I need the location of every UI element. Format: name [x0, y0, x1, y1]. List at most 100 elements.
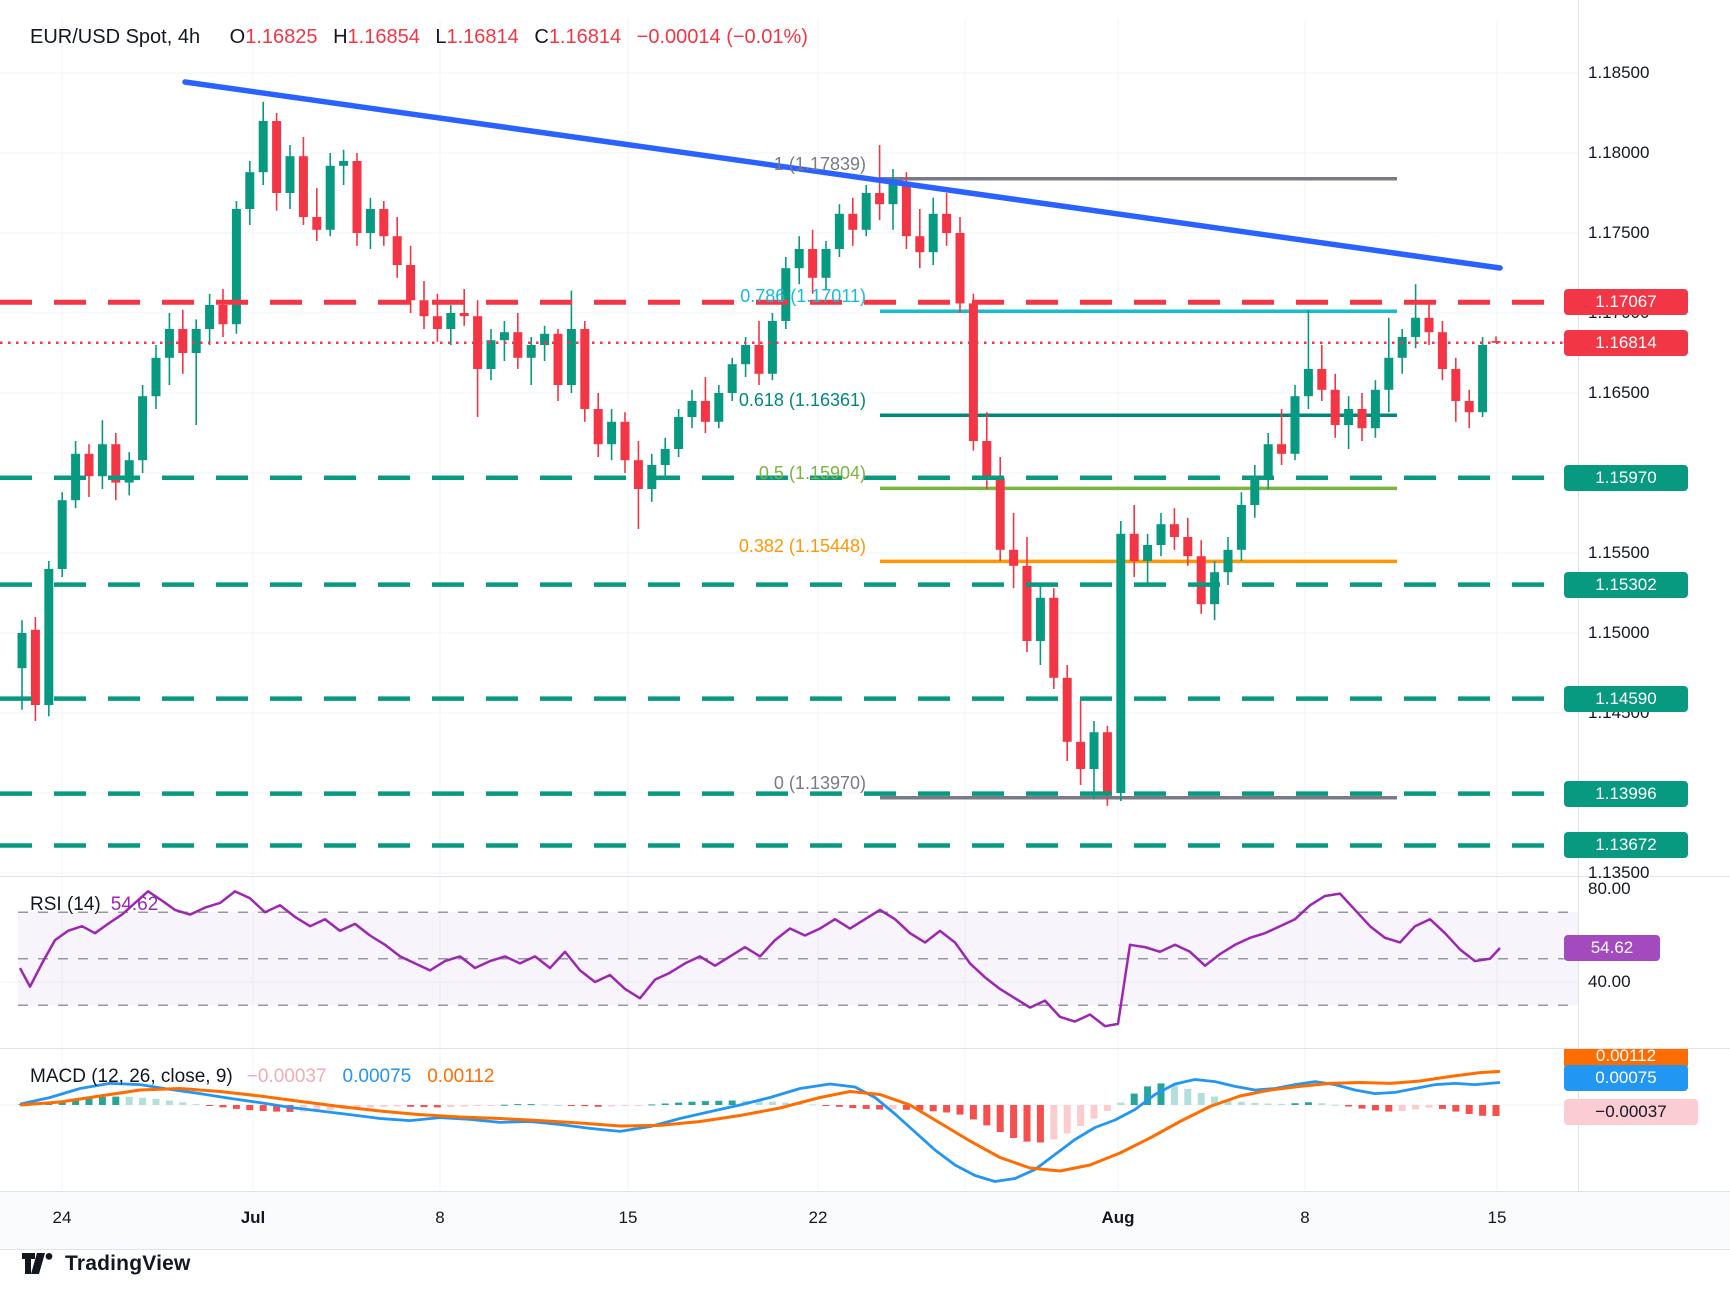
macd-histogram-bar [701, 1101, 709, 1105]
candle-body [1424, 317, 1434, 333]
macd-badge: 0.00075 [1564, 1065, 1688, 1091]
candle-body [861, 193, 871, 230]
macd-histogram-bar [407, 1105, 415, 1107]
candle-body [1156, 524, 1166, 545]
time-axis-label[interactable]: 15 [618, 1208, 638, 1227]
macd-histogram-bar [72, 1099, 80, 1105]
change-value: −0.00014 (−0.01%) [636, 26, 808, 48]
candle-body [446, 313, 456, 329]
macd-histogram-bar [165, 1100, 173, 1105]
macd-histogram-bar [1398, 1105, 1406, 1111]
candle-body [1089, 732, 1099, 769]
price-badge: 1.16814 [1564, 329, 1688, 356]
macd-hist-value: −0.00037 [246, 1066, 327, 1087]
candle-body [111, 444, 121, 483]
rsi-indicator-label[interactable]: RSI (14) 54.62 [30, 894, 159, 915]
macd-histogram-bar [179, 1102, 187, 1105]
candle-body [620, 421, 630, 461]
macd-histogram-bar [273, 1105, 281, 1112]
candle-body [1411, 317, 1421, 337]
macd-histogram-bar [1304, 1102, 1312, 1105]
candle-body [499, 332, 509, 341]
price-axis-label: 1.18500 [1588, 63, 1650, 82]
macd-histogram-bar [112, 1096, 120, 1105]
macd-histogram-bar [541, 1104, 549, 1106]
candle-body [272, 121, 282, 193]
candle-body [1009, 549, 1019, 566]
candle-body [633, 460, 643, 489]
candle-body [178, 329, 188, 353]
macd-line-value: 0.00075 [342, 1066, 412, 1087]
macd-histogram-bar [1063, 1105, 1071, 1134]
macd-histogram-bar [1318, 1103, 1326, 1105]
macd-histogram-bar [85, 1097, 93, 1105]
macd-histogram-bar [648, 1104, 656, 1106]
time-axis-label[interactable]: 8 [1300, 1208, 1310, 1227]
candle-body [57, 500, 67, 569]
candle-body [285, 156, 295, 193]
time-scale[interactable] [0, 1191, 1730, 1250]
open-value: 1.16825 [245, 26, 318, 48]
time-axis-label[interactable]: 24 [52, 1208, 72, 1227]
candle-body [1451, 369, 1461, 401]
macd-histogram-bar [969, 1105, 977, 1120]
pane-separator-main-rsi[interactable] [0, 876, 1730, 877]
candle-body [674, 417, 684, 449]
candle-body [97, 444, 107, 477]
tradingview-logo[interactable]: TradingView [22, 1252, 191, 1276]
symbol-ohlc-header[interactable]: EUR/USD Spot, 4h O1.16825 H1.16854 L1.16… [30, 26, 808, 49]
rsi-badge: 54.62 [1564, 935, 1660, 961]
pane-separator-rsi-macd[interactable] [0, 1048, 1730, 1049]
time-axis-label[interactable]: Aug [1101, 1208, 1135, 1227]
time-axis-label[interactable]: 8 [435, 1208, 445, 1227]
macd-histogram-bar [474, 1105, 482, 1106]
candle-body [982, 441, 992, 478]
symbol-title[interactable]: EUR/USD Spot, 4h [30, 26, 201, 48]
macd-scale[interactable]: 0.00112 0.00075 −0.00037 [0, 1049, 1730, 1190]
price-axis-label: 1.17500 [1588, 223, 1650, 242]
rsi-line [18, 890, 1501, 1028]
trendline [182, 79, 1503, 271]
candle-body [352, 161, 362, 233]
rsi-axis-label: 80.00 [1588, 879, 1631, 898]
macd-histogram-bar [139, 1097, 147, 1105]
candle-body [566, 329, 576, 385]
candle-body [513, 332, 523, 358]
price-axis-label: 1.18000 [1588, 143, 1650, 162]
macd-histogram-bar [1197, 1093, 1205, 1105]
macd-histogram-bar [152, 1099, 160, 1105]
price-scale-border [1578, 0, 1579, 1248]
time-axis-label[interactable]: Jul [240, 1208, 266, 1227]
candle-body [821, 249, 831, 278]
macd-histogram-bar [460, 1105, 468, 1107]
time-axis-label[interactable]: 15 [1487, 1208, 1507, 1227]
price-badge: 1.15970 [1564, 464, 1688, 491]
macd-histogram-bar [206, 1105, 214, 1106]
macd-histogram-bar [487, 1105, 495, 1106]
candle-body [540, 333, 550, 345]
macd-histogram-bar [554, 1105, 562, 1106]
candle-body [901, 181, 911, 237]
macd-histogram-bar [809, 1104, 817, 1106]
macd-histogram-bar [1117, 1102, 1125, 1105]
time-axis-label[interactable]: 22 [808, 1208, 828, 1227]
macd-histogram-bar [1412, 1105, 1420, 1110]
candle-body [17, 633, 27, 669]
macd-histogram-bar [943, 1105, 951, 1113]
macd-histogram-bar [768, 1101, 776, 1105]
candle-body [942, 213, 952, 233]
macd-histogram-bar [755, 1101, 763, 1105]
macd-histogram-bar [581, 1105, 589, 1107]
candle-body [84, 453, 94, 477]
candle-body [781, 268, 791, 321]
price-axis-label: 1.15000 [1588, 623, 1650, 642]
macd-histogram-bar [916, 1105, 924, 1111]
macd-indicator-label[interactable]: MACD (12, 26, close, 9) −0.00037 0.00075 0.… [30, 1066, 495, 1087]
candle-body [1183, 537, 1193, 557]
macd-histogram-bar [366, 1105, 374, 1108]
candle-body [392, 236, 402, 265]
price-badge: 1.15302 [1564, 571, 1688, 598]
macd-line [19, 1078, 1501, 1183]
macd-histogram-bar [594, 1105, 602, 1107]
